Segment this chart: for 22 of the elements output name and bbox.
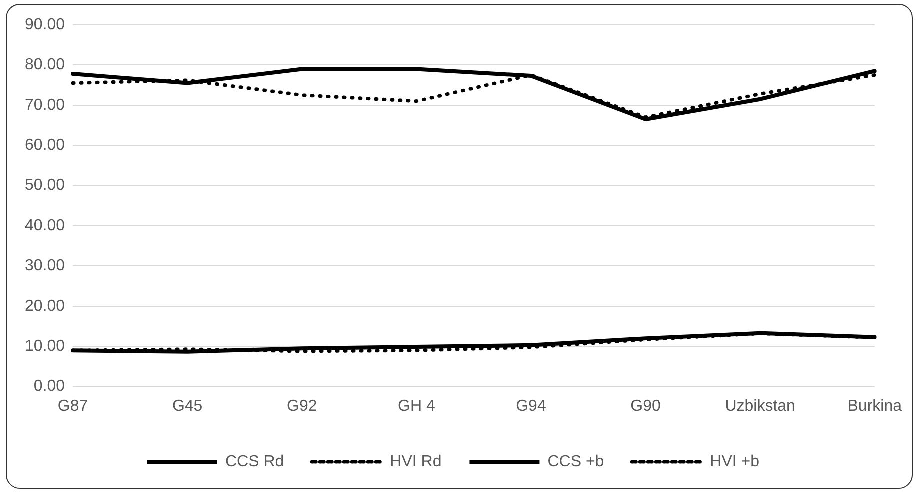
y-tick-label: 30.00 (24, 258, 66, 275)
legend-label: CCS +b (548, 453, 604, 470)
x-tick-label: Burkina (848, 398, 902, 415)
x-tick-label: G94 (516, 398, 546, 415)
y-tick-label: 60.00 (24, 137, 66, 154)
x-tick-label: GH 4 (398, 398, 436, 415)
legend-label: HVI +b (710, 453, 760, 470)
y-tick-label: 40.00 (24, 217, 66, 234)
y-tick-label: 80.00 (24, 56, 66, 74)
y-tick-label: 20.00 (24, 298, 66, 315)
legend-label: HVI Rd (390, 453, 442, 470)
x-tick-label: G90 (630, 398, 661, 415)
y-tick-label: 0.00 (34, 378, 66, 396)
y-tick-label: 10.00 (24, 338, 66, 356)
x-tick-label: G92 (287, 398, 318, 415)
legend-label: CCS Rd (225, 453, 284, 470)
x-tick-label: G87 (58, 398, 88, 415)
x-tick-label: Uzbikstan (725, 398, 796, 415)
y-tick-label: 70.00 (24, 96, 66, 114)
x-tick-label: G45 (172, 398, 203, 415)
y-tick-label: 50.00 (24, 177, 66, 194)
y-tick-label: 90.00 (24, 16, 66, 34)
